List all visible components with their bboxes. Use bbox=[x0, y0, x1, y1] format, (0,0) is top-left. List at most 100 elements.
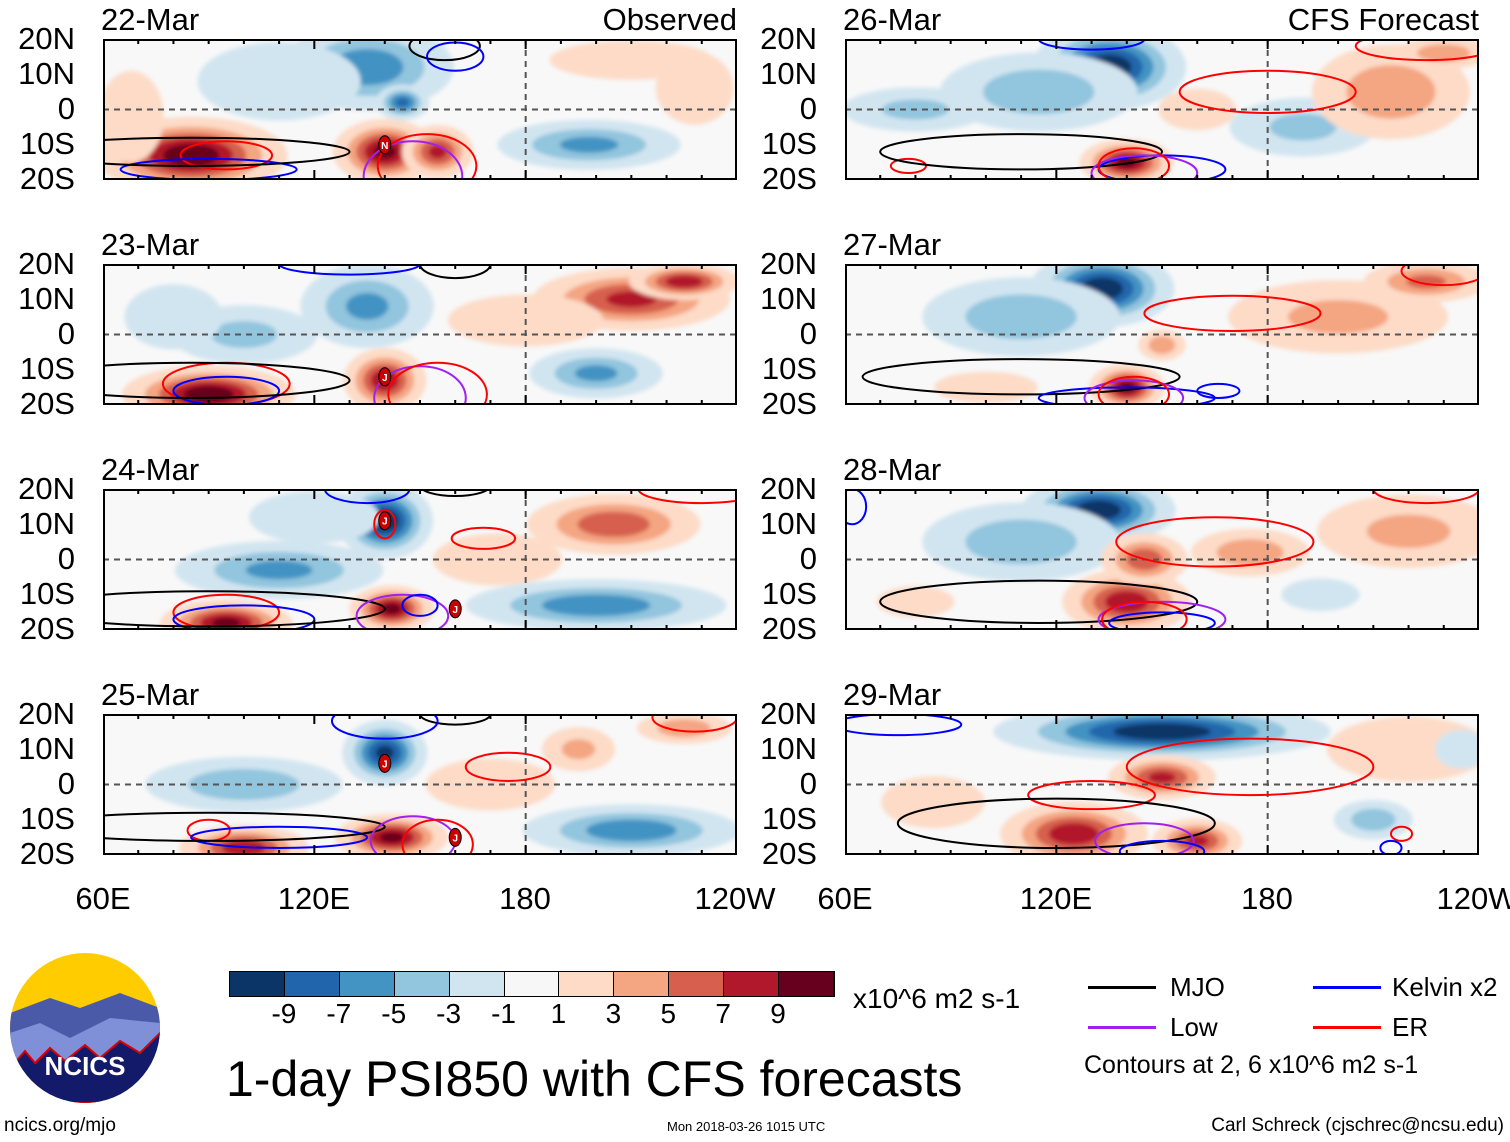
psi-anomaly-contour bbox=[1435, 729, 1477, 769]
purple-wave-contour bbox=[373, 365, 467, 403]
blue-wave-contour bbox=[1108, 611, 1216, 628]
lat-label: 20N bbox=[18, 21, 75, 56]
red-wave-contour bbox=[1372, 491, 1477, 505]
legend-line-kelvin bbox=[1313, 986, 1381, 989]
blue-wave-contour bbox=[847, 491, 868, 526]
lat-label: 0 bbox=[799, 766, 817, 801]
map-panel-27-Mar bbox=[845, 264, 1479, 405]
colorbar-tick-label: -5 bbox=[381, 998, 407, 1029]
psi-anomaly-contour bbox=[965, 519, 1077, 565]
red-wave-contour bbox=[373, 509, 397, 540]
psi-anomaly-contour bbox=[561, 739, 596, 760]
psi-anomaly-contour bbox=[1327, 716, 1477, 782]
map-panel-29-Mar bbox=[845, 714, 1479, 855]
logo: NCICS bbox=[10, 953, 160, 1103]
colorbar-unit: x10^6 m2 s-1 bbox=[853, 983, 1021, 1014]
footer-url[interactable]: ncics.org/mjo bbox=[4, 1115, 116, 1136]
blue-wave-contour bbox=[119, 157, 298, 178]
colorbar-tick-label: 3 bbox=[605, 998, 622, 1029]
psi-anomaly-contour bbox=[345, 292, 389, 320]
psi-anomaly-contour bbox=[124, 284, 223, 350]
psi-anomaly-contour bbox=[1417, 44, 1471, 63]
panel-date: 23-Mar bbox=[101, 227, 200, 262]
lat-label: 20S bbox=[19, 836, 75, 871]
panel-date: 25-Mar bbox=[101, 677, 200, 712]
colorbar-tick-label: 9 bbox=[770, 998, 786, 1029]
psi-anomaly-contour bbox=[1113, 723, 1211, 740]
colorbar-swatch bbox=[724, 972, 780, 996]
red-wave-contour bbox=[1178, 69, 1357, 115]
black-wave-contour bbox=[105, 136, 351, 167]
panel-date: 26-Mar bbox=[843, 2, 942, 37]
black-wave-contour bbox=[105, 811, 386, 842]
psi-anomaly-contour bbox=[1148, 336, 1176, 354]
blue-wave-contour bbox=[278, 266, 421, 276]
map-panel-23-Mar: J bbox=[103, 264, 737, 405]
tropical-cyclone-icon: J bbox=[378, 367, 392, 387]
psi-anomaly-contour bbox=[655, 52, 734, 125]
lat-label: 20S bbox=[19, 386, 75, 421]
blue-wave-contour bbox=[1118, 839, 1206, 853]
red-wave-contour bbox=[1101, 600, 1188, 628]
lat-label: 20N bbox=[760, 246, 817, 281]
psi-anomaly-contour bbox=[1406, 274, 1447, 289]
purple-wave-contour bbox=[1083, 379, 1185, 403]
tropical-cyclone-icon: J bbox=[378, 753, 392, 773]
lat-label: 10N bbox=[18, 56, 75, 91]
psi-anomaly-contour bbox=[1288, 300, 1389, 334]
psi-anomaly-contour bbox=[197, 42, 361, 121]
lat-label: 20N bbox=[760, 696, 817, 731]
lat-label: 10S bbox=[761, 801, 817, 836]
lat-label: 20S bbox=[19, 611, 75, 646]
map-panel-22-Mar: N bbox=[103, 39, 737, 180]
logo-text: NCICS bbox=[44, 1051, 126, 1081]
lon-label: 120W bbox=[694, 881, 776, 916]
tropical-cyclone-icon: J bbox=[448, 599, 462, 619]
colorbar-tick-label: -7 bbox=[326, 998, 352, 1029]
psi-anomaly-contour bbox=[1346, 65, 1436, 119]
black-wave-contour bbox=[879, 579, 1199, 624]
panel-date: 29-Mar bbox=[843, 677, 942, 712]
colorbar-swatch bbox=[339, 972, 395, 996]
colorbar-swatch bbox=[449, 972, 505, 996]
blue-wave-contour bbox=[1379, 839, 1403, 853]
lat-label: 20S bbox=[761, 386, 817, 421]
lat-label: 10S bbox=[19, 126, 75, 161]
red-wave-contour bbox=[450, 526, 517, 550]
colorbar-swatch bbox=[394, 972, 450, 996]
colorbar-tick-label: 7 bbox=[715, 998, 731, 1029]
black-wave-contour bbox=[879, 133, 1163, 171]
black-wave-contour bbox=[423, 491, 488, 498]
colorbar-swatch bbox=[779, 972, 834, 996]
psi-anomaly-contour bbox=[379, 832, 404, 843]
contour-note: Contours at 2, 6 x10^6 m2 s-1 bbox=[1084, 1051, 1419, 1079]
colorbar-swatch bbox=[614, 972, 670, 996]
red-wave-contour bbox=[1354, 41, 1477, 62]
psi-anomaly-contour bbox=[559, 136, 619, 153]
colorbar bbox=[229, 971, 835, 997]
psi-anomaly-contour bbox=[665, 275, 703, 288]
lat-label: 10S bbox=[19, 576, 75, 611]
red-wave-contour bbox=[889, 157, 928, 174]
lat-label: 20S bbox=[761, 836, 817, 871]
lat-label: 0 bbox=[799, 541, 817, 576]
psi-anomaly-contour bbox=[395, 97, 410, 108]
lat-label: 0 bbox=[57, 316, 75, 351]
psi-anomaly-contour bbox=[375, 745, 394, 760]
red-wave-contour bbox=[376, 133, 478, 178]
svg-text:J: J bbox=[382, 517, 388, 528]
lon-label: 120E bbox=[277, 881, 351, 916]
psi-anomaly-contour bbox=[1351, 808, 1396, 831]
black-wave-contour bbox=[408, 41, 481, 62]
red-wave-contour bbox=[1097, 147, 1171, 178]
red-wave-contour bbox=[1115, 516, 1315, 568]
svg-text:J: J bbox=[382, 373, 388, 384]
lat-label: 10N bbox=[760, 506, 817, 541]
blue-wave-contour bbox=[1038, 41, 1145, 51]
psi-anomaly-contour bbox=[1281, 578, 1360, 612]
panel-date: 22-Mar bbox=[101, 2, 200, 37]
blue-wave-contour bbox=[847, 716, 963, 737]
psi-anomaly-contour bbox=[606, 291, 657, 308]
svg-text:J: J bbox=[382, 759, 388, 770]
